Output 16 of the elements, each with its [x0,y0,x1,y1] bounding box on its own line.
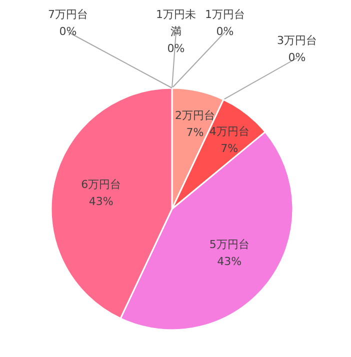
slice-label: 6万円台 [80,177,122,194]
text: 0% [167,42,185,55]
text: 0% [216,25,234,38]
data-label: 7% [186,126,204,139]
slice-label: 4万円台 [209,125,250,138]
category-label: 1万円未満 [156,8,196,38]
category-label: 7万円台 [48,8,88,21]
category-label: 1万円台 [205,8,245,21]
slice-label: 5万円台 [208,237,250,254]
slice-label: 2万円台 [174,108,216,124]
data-label: 43% [88,194,114,210]
data-label: 43% [216,254,243,270]
category-label: 3万円台 [277,34,317,47]
text: 0% [59,25,77,38]
text: 0% [288,51,306,64]
data-label: 7% [220,141,240,158]
